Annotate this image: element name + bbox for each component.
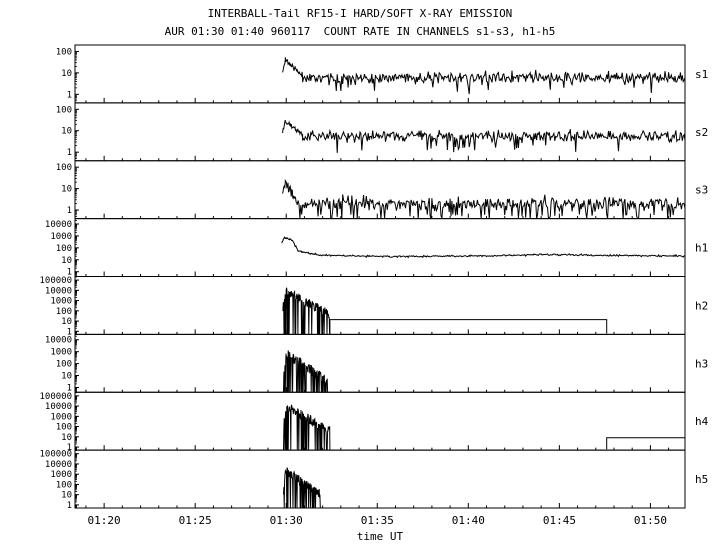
series-s2 [282,119,685,153]
x-tick-label: 01:30 [270,514,303,527]
y-tick-label: 100000 [39,450,72,460]
panel-label-h3: h3 [695,357,708,370]
panel-frame-s2 [74,102,686,162]
x-tick-label: 01:45 [543,514,576,527]
y-tick-label: 1000 [50,470,72,480]
y-tick-label: 100000 [39,276,72,286]
y-tick-label: 10 [61,372,72,382]
y-tick-label: 1 [67,327,72,337]
y-tick-label: 1000 [50,232,72,242]
y-tick-label: 1 [67,383,72,393]
y-tick-label: 1 [67,148,72,158]
panel-label-s2: s2 [695,126,708,139]
y-tick-label: 100 [56,307,72,317]
panel-label-h2: h2 [695,299,708,312]
series-s3 [282,178,685,219]
y-tick-label: 10000 [45,460,72,470]
y-tick-label: 1 [67,443,72,453]
panel-label-s3: s3 [695,184,708,197]
panel-frame-h2 [74,276,686,335]
y-tick-label: 10000 [45,336,72,346]
chart-subtitle: AUR 01:30 01:40 960117 COUNT RATE IN CHA… [164,25,556,38]
panel-frame-s1 [74,44,686,104]
y-tick-label: 10000 [45,286,72,296]
y-tick-label: 100 [56,244,72,254]
y-tick-label: 10 [61,185,72,195]
y-tick-label: 1000 [50,348,72,358]
panel-frame-h1 [74,218,686,278]
panel-label-s1: s1 [695,68,708,81]
series-s1 [282,57,685,95]
panel-label-h1: h1 [695,242,708,255]
y-tick-label: 10 [61,127,72,137]
x-tick-label: 01:25 [179,514,212,527]
y-tick-label: 1000 [50,412,72,422]
y-tick-label: 1 [67,268,72,278]
y-tick-label: 100 [56,105,72,115]
y-tick-label: 10000 [45,402,72,412]
series-h2 [282,287,608,335]
panel-frame-h4 [74,391,686,451]
y-tick-label: 10 [61,69,72,79]
y-tick-label: 100 [56,480,72,490]
y-tick-label: 10000 [45,220,72,230]
y-tick-label: 10 [61,317,72,327]
x-tick-label: 01:20 [88,514,121,527]
y-tick-label: 1 [67,206,72,216]
series-h4 [606,437,685,450]
panel-label-h4: h4 [695,415,709,428]
y-tick-label: 10 [61,256,72,266]
y-tick-label: 100 [56,360,72,370]
y-tick-label: 100 [56,47,72,57]
y-tick-label: 1 [67,501,72,511]
y-tick-label: 1 [67,90,72,100]
y-tick-label: 10 [61,491,72,501]
series-h5 [283,467,321,508]
panel-label-h5: h5 [695,473,708,486]
panel-frame-h5 [74,449,686,509]
x-tick-label: 01:35 [361,514,394,527]
x-tick-label: 01:50 [634,514,667,527]
y-tick-label: 100000 [39,392,72,402]
series-h4 [283,404,331,451]
x-tick-label: 01:40 [452,514,485,527]
panel-frame-h3 [74,333,686,393]
chart-title: INTERBALL-Tail RF15-I HARD/SOFT X-RAY EM… [207,7,513,20]
series-h3 [283,350,329,393]
x-axis-label: time UT [357,530,404,543]
y-tick-label: 100 [56,423,72,433]
y-tick-label: 10 [61,433,72,443]
series-h1 [281,236,685,259]
y-tick-label: 1000 [50,297,72,307]
y-tick-label: 100 [56,163,72,173]
